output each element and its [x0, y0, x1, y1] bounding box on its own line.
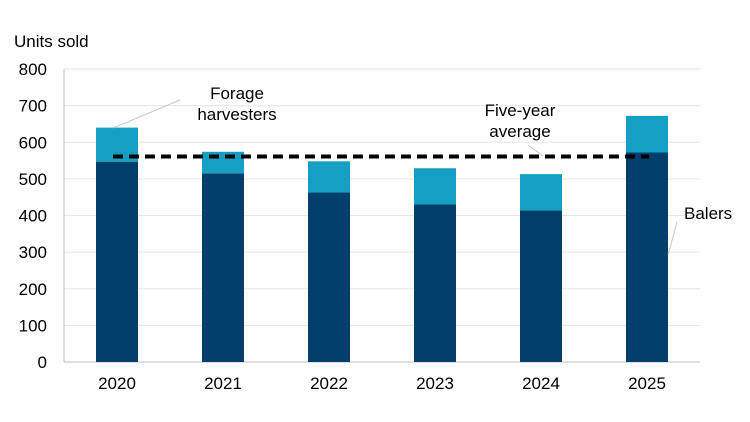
- bar-forage-harvesters-2023: [414, 168, 456, 205]
- y-tick-label: 0: [38, 353, 47, 372]
- y-tick-label: 400: [19, 207, 47, 226]
- y-axis-label: Units sold: [14, 32, 89, 51]
- bar-forage-harvesters-2025: [626, 115, 668, 153]
- bar-forage-harvesters-2021: [202, 151, 244, 174]
- x-tick-label: 2021: [204, 374, 242, 393]
- y-tick-label: 300: [19, 243, 47, 262]
- average-leader-line: [527, 144, 544, 157]
- balers-leader-line: [667, 221, 678, 256]
- average-label-line1: Five-year: [485, 101, 556, 120]
- y-tick-label: 800: [19, 60, 47, 79]
- bar-balers-2025: [626, 152, 668, 362]
- forage-label-line1: Forage: [210, 84, 264, 103]
- bar-balers-2021: [202, 173, 244, 362]
- x-tick-label: 2020: [98, 374, 136, 393]
- balers-label: Balers: [684, 204, 732, 223]
- y-tick-label: 200: [19, 280, 47, 299]
- y-tick-label: 600: [19, 133, 47, 152]
- forage-leader-line: [112, 99, 181, 129]
- x-tick-label: 2023: [416, 374, 454, 393]
- x-tick-label: 2024: [522, 374, 560, 393]
- y-tick-label: 500: [19, 170, 47, 189]
- x-tick-label: 2022: [310, 374, 348, 393]
- bar-forage-harvesters-2024: [520, 174, 562, 211]
- forage-label-line2: harvesters: [197, 105, 276, 124]
- bar-balers-2020: [96, 161, 138, 362]
- x-tick-label: 2025: [628, 374, 666, 393]
- y-tick-label: 100: [19, 316, 47, 335]
- y-tick-label: 700: [19, 97, 47, 116]
- bar-balers-2023: [414, 204, 456, 362]
- average-label-line2: average: [489, 122, 550, 141]
- bar-balers-2024: [520, 210, 562, 362]
- bar-forage-harvesters-2022: [308, 161, 350, 193]
- bar-balers-2022: [308, 192, 350, 362]
